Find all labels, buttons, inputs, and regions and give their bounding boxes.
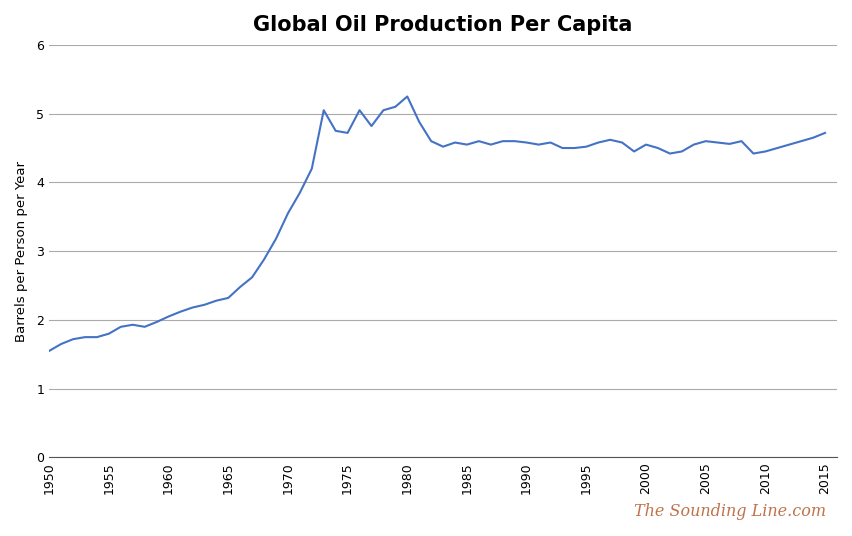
Y-axis label: Barrels per Person per Year: Barrels per Person per Year xyxy=(15,161,28,341)
Text: The Sounding Line.com: The Sounding Line.com xyxy=(635,503,826,520)
Title: Global Oil Production Per Capita: Global Oil Production Per Capita xyxy=(253,15,633,35)
